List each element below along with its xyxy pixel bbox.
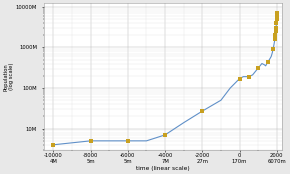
Point: [274, 21, 279, 24]
Y-axis label: Population
(log scale): Population (log scale): [3, 63, 14, 90]
Point: [200, 110, 205, 112]
Point: [273, 38, 277, 40]
Point: [273, 34, 278, 37]
Point: [163, 133, 167, 136]
Point: [88, 139, 93, 142]
Point: [274, 27, 278, 29]
Point: [256, 67, 260, 69]
Point: [275, 12, 279, 14]
Point: [271, 48, 276, 51]
Point: [51, 143, 56, 146]
Point: [275, 14, 279, 17]
X-axis label: time (linear scale): time (linear scale): [136, 165, 190, 171]
Point: [246, 75, 251, 78]
Point: [265, 61, 270, 64]
Point: [126, 139, 130, 142]
Point: [273, 30, 278, 33]
Point: [274, 18, 279, 20]
Point: [237, 77, 242, 80]
